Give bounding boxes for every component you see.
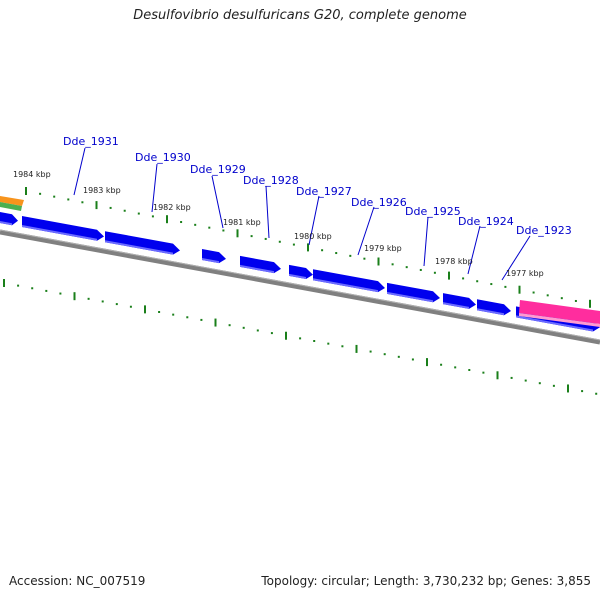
gene-arrow[interactable] (240, 255, 281, 274)
gene-arrow[interactable] (313, 269, 385, 293)
gene-label-dde-1931[interactable]: Dde_1931 (63, 135, 119, 148)
gene-arrow[interactable] (0, 212, 18, 226)
leader-line-dde-1926 (357, 206, 375, 256)
tick-label-1978: 1978 kbp (435, 257, 473, 266)
gene-arrow[interactable] (202, 248, 226, 264)
rna-feature-orange[interactable] (0, 196, 24, 206)
tick-label-1984: 1984 kbp (13, 170, 51, 179)
leader-line-dde-1924 (467, 225, 481, 275)
leader-line-dde-1925 (423, 216, 429, 267)
leader-line-dde-1929 (211, 175, 224, 229)
tick-label-1980: 1980 kbp (294, 232, 332, 241)
rna-feature-green[interactable] (0, 202, 22, 211)
outer-tick-track (25, 187, 591, 308)
leader-line-dde-1927 (308, 195, 320, 246)
gene-label-dde-1930[interactable]: Dde_1930 (135, 151, 191, 164)
gene-arrow[interactable] (477, 299, 511, 316)
gene-arrow[interactable] (387, 282, 440, 303)
gene-label-dde-1926[interactable]: Dde_1926 (351, 196, 407, 209)
genome-backbone-highlight (0, 229, 600, 341)
gene-label-dde-1923[interactable]: Dde_1923 (516, 224, 572, 237)
accession-label: Accession: NC_007519 (9, 574, 146, 588)
leader-line-dde-1930 (151, 163, 158, 213)
inner-tick-track (3, 279, 598, 395)
tick-label-1979: 1979 kbp (364, 244, 402, 253)
genome-backbone (0, 229, 600, 345)
gene-label-dde-1927[interactable]: Dde_1927 (296, 185, 352, 198)
gene-label-dde-1925[interactable]: Dde_1925 (405, 205, 461, 218)
gene-highlighted[interactable] (519, 300, 600, 327)
leader-line-dde-1931 (73, 147, 86, 196)
gene-label-dde-1928[interactable]: Dde_1928 (243, 174, 299, 187)
gene-arrow[interactable] (443, 293, 476, 309)
gene-label-dde-1929[interactable]: Dde_1929 (190, 163, 246, 176)
leader-line-dde-1923 (501, 235, 531, 281)
gene-label-dde-1924[interactable]: Dde_1924 (458, 215, 514, 228)
genome-title: Desulfovibrio desulfuricans G20, complet… (133, 8, 467, 23)
gene-arrow[interactable] (22, 216, 104, 241)
tick-label-1983: 1983 kbp (83, 186, 121, 195)
tick-label-1981: 1981 kbp (223, 218, 261, 227)
genome-summary-label: Topology: circular; Length: 3,730,232 bp… (261, 574, 591, 588)
leader-line-dde-1928 (265, 185, 270, 239)
gene-arrow[interactable] (105, 231, 180, 255)
tick-label-1977: 1977 kbp (506, 269, 544, 278)
gene-arrow[interactable] (289, 264, 313, 279)
tick-label-1982: 1982 kbp (153, 203, 191, 212)
